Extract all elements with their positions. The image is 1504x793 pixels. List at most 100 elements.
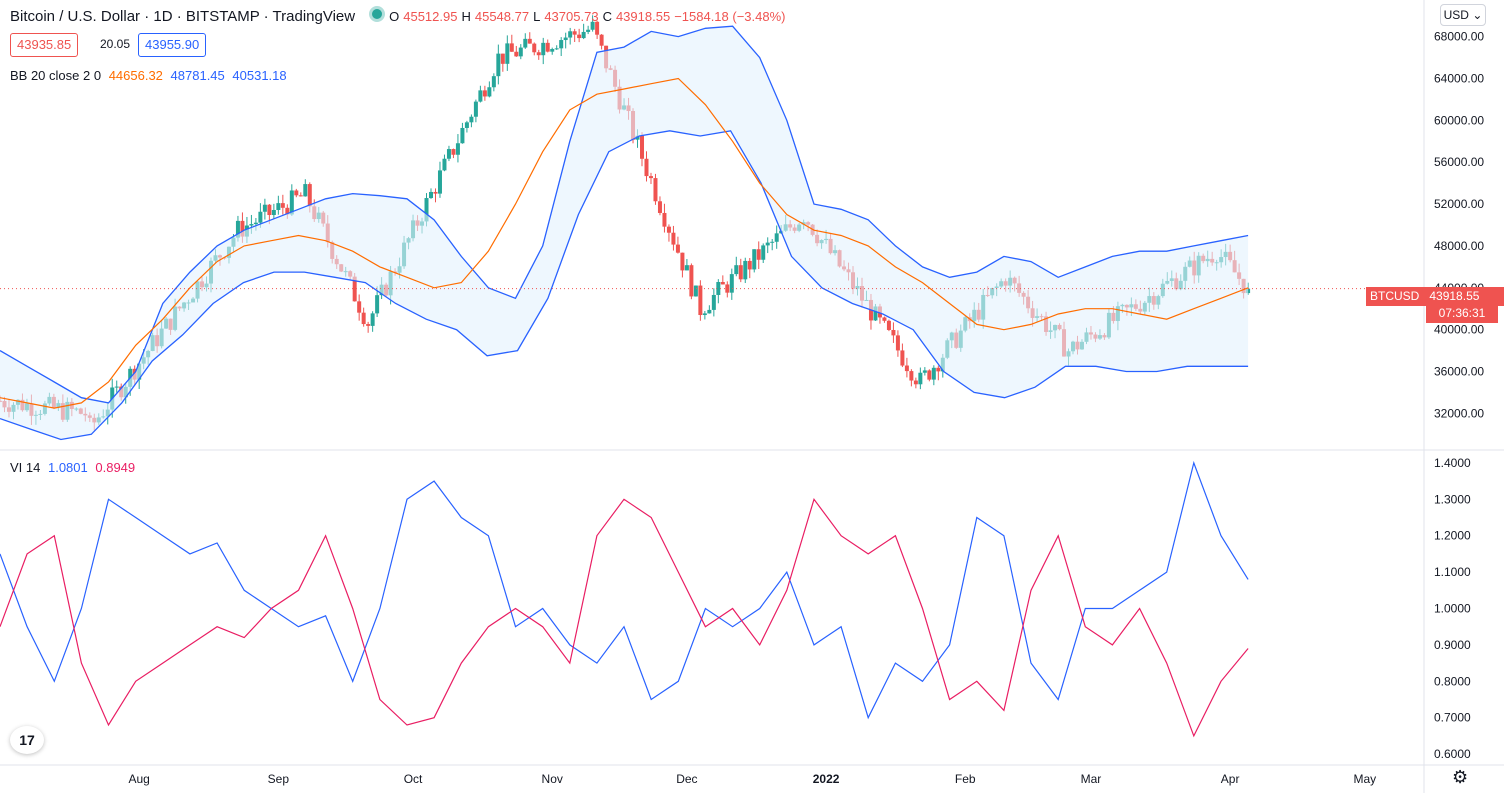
candle-body bbox=[895, 335, 900, 351]
candle-body bbox=[680, 252, 685, 271]
low-value: 43705.73 bbox=[544, 9, 599, 24]
candle-body bbox=[725, 284, 730, 293]
vi-tick-label: 0.8000 bbox=[1434, 674, 1471, 688]
candle-body bbox=[289, 190, 294, 215]
candle-body bbox=[267, 204, 272, 216]
candle-body bbox=[536, 52, 541, 56]
candle-body bbox=[900, 350, 905, 366]
price-tick-label: 68000.00 bbox=[1434, 30, 1484, 44]
candle-body bbox=[446, 149, 451, 159]
candle-body bbox=[276, 203, 281, 210]
candle-body bbox=[909, 371, 914, 381]
price-tick-label: 40000.00 bbox=[1434, 323, 1484, 337]
candle-body bbox=[235, 220, 240, 238]
bar-countdown: 07:36:31 bbox=[1426, 304, 1498, 323]
vi-tick-label: 1.1000 bbox=[1434, 565, 1471, 579]
close-label: C bbox=[602, 9, 612, 24]
price-tick-label: 48000.00 bbox=[1434, 239, 1484, 253]
bb-basis-value: 44656.32 bbox=[108, 68, 163, 83]
candle-body bbox=[262, 204, 267, 212]
candle-body bbox=[586, 29, 591, 32]
time-tick-label: Dec bbox=[676, 772, 697, 786]
candle-body bbox=[258, 211, 263, 223]
currency-label: USD bbox=[1443, 8, 1469, 22]
tradingview-logo-icon[interactable]: 17 bbox=[10, 726, 44, 754]
candle-body bbox=[271, 209, 276, 216]
candle-body bbox=[442, 158, 447, 171]
price-tick-label: 64000.00 bbox=[1434, 71, 1484, 85]
chevron-down-icon: ⌄ bbox=[1472, 8, 1483, 22]
candle-body bbox=[666, 226, 671, 233]
candle-body bbox=[720, 281, 725, 285]
candle-body bbox=[599, 34, 604, 46]
vi-legend[interactable]: VI 14 1.0801 0.8949 bbox=[10, 460, 139, 475]
candle-body bbox=[702, 313, 707, 316]
gear-icon[interactable]: ⚙ bbox=[1452, 767, 1469, 787]
bb-legend[interactable]: BB 20 close 2 0 44656.32 48781.45 40531.… bbox=[10, 68, 291, 83]
candle-body bbox=[298, 195, 303, 197]
candle-body bbox=[437, 170, 442, 194]
candle-body bbox=[375, 295, 380, 314]
candle-body bbox=[572, 31, 577, 35]
last-price-value: 43918.55 bbox=[1429, 289, 1480, 303]
candle-body bbox=[747, 260, 752, 270]
time-tick-label: 2022 bbox=[813, 772, 840, 786]
vi-tick-label: 0.6000 bbox=[1434, 747, 1471, 761]
candle-body bbox=[684, 265, 689, 271]
vi-tick-label: 0.9000 bbox=[1434, 638, 1471, 652]
high-label: H bbox=[461, 9, 471, 24]
candle-body bbox=[491, 76, 496, 88]
buy-price-button[interactable]: 43955.90 bbox=[138, 33, 207, 57]
candle-body bbox=[734, 265, 739, 275]
candle-body bbox=[294, 190, 299, 196]
candle-body bbox=[554, 48, 559, 50]
candle-body bbox=[886, 320, 891, 330]
candle-body bbox=[478, 90, 483, 102]
open-label: O bbox=[389, 9, 400, 24]
ohlc-values: O 45512.95 H 45548.77 L 43705.73 C 43918.55 −158… bbox=[389, 9, 789, 24]
sell-price-button[interactable]: 43935.85 bbox=[10, 33, 79, 57]
candle-body bbox=[505, 43, 510, 64]
candle-body bbox=[765, 242, 770, 246]
candle-body bbox=[936, 367, 941, 372]
candle-body bbox=[644, 158, 649, 177]
candle-body bbox=[761, 245, 766, 260]
price-tick-label: 52000.00 bbox=[1434, 197, 1484, 211]
candle-body bbox=[509, 43, 514, 52]
price-tick-label: 56000.00 bbox=[1434, 155, 1484, 169]
candle-body bbox=[433, 191, 438, 194]
open-value: 45512.95 bbox=[403, 9, 458, 24]
candle-body bbox=[931, 367, 936, 380]
currency-dropdown[interactable]: USD ⌄ bbox=[1440, 4, 1486, 26]
candle-body bbox=[913, 380, 918, 385]
bb-upper-line bbox=[0, 25, 1249, 404]
candle-body bbox=[352, 276, 357, 302]
change-value: −1584.18 (−3.48%) bbox=[674, 9, 786, 24]
vi-tick-label: 1.0000 bbox=[1434, 602, 1471, 616]
bb-lower-value: 40531.18 bbox=[232, 68, 287, 83]
candle-body bbox=[303, 184, 308, 197]
candle-body bbox=[523, 38, 528, 48]
candle-body bbox=[541, 42, 546, 56]
candle-body bbox=[891, 329, 896, 336]
candle-body bbox=[918, 372, 923, 385]
candle-body bbox=[469, 116, 474, 123]
candle-body bbox=[640, 135, 645, 159]
bb-label: BB 20 close 2 0 bbox=[10, 68, 102, 83]
symbol-label: BTCUSD bbox=[1370, 289, 1420, 303]
candle-body bbox=[873, 306, 878, 321]
candle-body bbox=[922, 370, 927, 373]
candle-body bbox=[114, 386, 119, 388]
candle-body bbox=[882, 317, 887, 321]
candle-body bbox=[756, 249, 761, 260]
time-tick-label: Nov bbox=[542, 772, 563, 786]
candle-body bbox=[729, 274, 734, 293]
bb-upper-value: 48781.45 bbox=[170, 68, 225, 83]
candle-body bbox=[752, 249, 757, 270]
candle-body bbox=[927, 370, 932, 380]
bb-basis-line bbox=[0, 77, 1249, 409]
vi-minus-line bbox=[0, 497, 1249, 738]
vi-tick-label: 1.4000 bbox=[1434, 456, 1471, 470]
vi-label: VI 14 bbox=[10, 460, 41, 475]
